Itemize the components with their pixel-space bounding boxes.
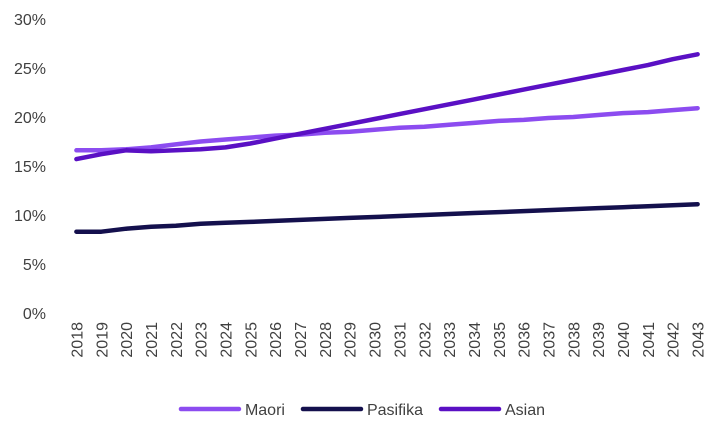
- x-tick-label: 2018: [69, 322, 86, 358]
- x-tick-label: 2022: [169, 322, 186, 358]
- x-tick-label: 2042: [666, 322, 683, 358]
- x-tick-label: 2024: [219, 322, 236, 358]
- y-tick-label: 10%: [14, 208, 46, 225]
- x-tick-label: 2037: [542, 322, 559, 358]
- x-tick-label: 2026: [268, 322, 285, 358]
- x-tick-label: 2036: [517, 322, 534, 358]
- x-tick-label: 2039: [591, 322, 608, 358]
- y-tick-label: 25%: [14, 61, 46, 78]
- x-tick-label: 2023: [194, 322, 211, 358]
- x-tick-label: 2035: [492, 322, 509, 358]
- x-tick-label: 2040: [616, 322, 633, 358]
- x-tick-label: 2033: [442, 322, 459, 358]
- series-line-asian: [74, 52, 700, 162]
- x-tick-label: 2029: [343, 322, 360, 358]
- x-tick-label: 2032: [417, 322, 434, 358]
- x-axis: 2018 2019 2020 2021 2022 2023 2024 2025 2026 2027…: [69, 322, 707, 358]
- x-tick-label: 2038: [566, 322, 583, 358]
- y-tick-label: 0%: [23, 306, 46, 323]
- x-tick-label: 2021: [144, 322, 161, 358]
- x-tick-label: 2030: [368, 322, 385, 358]
- x-tick-label: 2028: [318, 322, 335, 358]
- x-tick-label: 2034: [467, 322, 484, 358]
- x-tick-label: 2041: [641, 322, 658, 358]
- x-tick-label: 2025: [243, 322, 260, 358]
- x-tick-label: 2043: [691, 322, 708, 358]
- y-tick-label: 15%: [14, 159, 46, 176]
- legend: Maori Pasifika Asian: [178, 402, 545, 419]
- legend-label: Maori: [245, 402, 285, 419]
- series-line-maori: [74, 105, 700, 153]
- y-axis: 0% 5% 10% 15% 20% 25% 30%: [14, 12, 46, 323]
- y-tick-label: 30%: [14, 12, 46, 29]
- y-tick-label: 20%: [14, 110, 46, 127]
- x-tick-label: 2019: [94, 322, 111, 358]
- x-tick-label: 2020: [119, 322, 136, 358]
- x-tick-label: 2031: [392, 322, 409, 358]
- x-tick-label: 2027: [293, 322, 310, 358]
- plot-area: [74, 52, 700, 234]
- legend-label: Asian: [505, 402, 545, 419]
- legend-label: Pasifika: [367, 402, 423, 419]
- y-tick-label: 5%: [23, 257, 46, 274]
- series-line-pasifika: [74, 201, 700, 234]
